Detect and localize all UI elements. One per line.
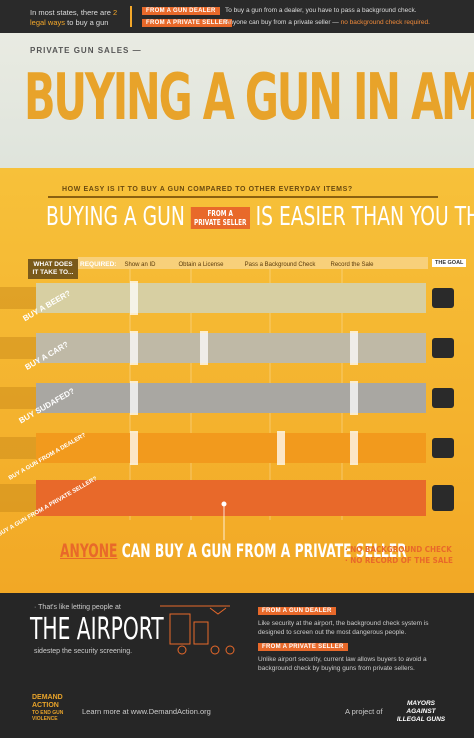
note: · NO BACKGROUND CHECK [345, 545, 452, 554]
note: · NO RECORD OF THE SALE [345, 556, 453, 565]
intro-end: to buy a gun [67, 18, 109, 27]
goal-icon [432, 485, 454, 511]
row-shadow [0, 437, 40, 459]
barrier [130, 431, 138, 465]
barrier [277, 431, 285, 465]
airport-illustration [160, 605, 235, 655]
goal-icon [432, 288, 454, 308]
brand-sub: TO END GUN VIOLENCE [32, 710, 64, 722]
row-header: WHAT DOES IT TAKE TO... [28, 259, 78, 279]
row-bar [36, 433, 426, 463]
barrier [130, 281, 138, 315]
conclusion-text: CAN BUY A GUN FROM A PRIVATE SELLER [121, 540, 407, 562]
row-bar [36, 480, 426, 516]
kicker: PRIVATE GUN SALES — [30, 46, 142, 55]
tag: FROM A PRIVATE SELLER [258, 643, 348, 651]
airport-tail: sidestep the security screening. [34, 648, 133, 655]
way-highlight: no background check required. [340, 19, 430, 26]
badge: FROM A PRIVATE SELLER [190, 206, 250, 229]
intro-text: In most states, there are [30, 8, 111, 17]
row-shadow [0, 287, 40, 309]
way-text: Anyone can buy from a private seller — n… [225, 19, 430, 26]
column-label: Show an ID [124, 262, 156, 268]
goal-icon [432, 338, 454, 358]
header-bg [0, 33, 474, 168]
goal-icon [432, 438, 454, 458]
column-label: Pass a Background Check [245, 262, 317, 268]
barrier [350, 331, 358, 365]
project-label: A project of [345, 707, 383, 716]
rule [48, 196, 438, 198]
conclusion: ANYONE CAN BUY A GUN FROM A PRIVATE SELL… [60, 540, 407, 562]
headline-end: IS EASIER THAN YOU THINK [255, 202, 474, 232]
headline: BUYING A GUN FROM A PRIVATE SELLER IS EAS… [46, 202, 474, 232]
airport-text: Unlike airport security, current law all… [258, 656, 427, 672]
intro: In most states, there are 2 legal ways t… [30, 8, 125, 28]
column-label: Obtain a License [178, 262, 224, 268]
brand-name: DEMAND ACTION [32, 694, 63, 709]
learn-more[interactable]: Learn more at www.DemandAction.org [82, 707, 211, 716]
row-shadow [0, 484, 40, 512]
column-band [78, 257, 428, 269]
row-shadow [0, 387, 40, 409]
brand: DEMAND ACTION TO END GUN VIOLENCE [32, 694, 68, 722]
goal-icon [432, 388, 454, 408]
airport-title: THE AIRPORT [30, 612, 164, 647]
barrier [130, 331, 138, 365]
required-label: REQUIRED: [80, 261, 117, 268]
row-bar [36, 333, 426, 363]
notes: · NO BACKGROUND CHECK · NO RECORD OF THE… [345, 544, 453, 566]
airport-lead: · That's like letting people at [34, 604, 121, 611]
intro-highlight: 2 legal ways [30, 8, 118, 27]
partner: MAYORS AGAINST ILLEGAL GUNS [396, 700, 446, 723]
tag: FROM A GUN DEALER [142, 7, 220, 15]
column-label: Record the Sale [330, 262, 374, 268]
barrier [350, 381, 358, 415]
pointer-dot [221, 501, 227, 507]
row-bar [36, 383, 426, 413]
badge-text: PRIVATE SELLER [194, 217, 247, 227]
row-shadow [0, 337, 40, 359]
badge-small: FROM A [207, 208, 233, 218]
barrier [200, 331, 208, 365]
way-text: To buy a gun from a dealer, you have to … [225, 7, 417, 14]
airport-text: Like security at the airport, the backgr… [258, 620, 429, 636]
airport-bg [0, 593, 474, 738]
comparison-bg [0, 168, 474, 593]
barrier [130, 381, 138, 415]
conclusion-start: ANYONE [60, 540, 118, 562]
top-bar [0, 0, 474, 33]
row-bar [36, 283, 426, 313]
tag: FROM A PRIVATE SELLER [142, 19, 232, 27]
headline-start: BUYING A GUN [46, 202, 185, 232]
divider [130, 6, 132, 27]
goal-label: THE GOAL [432, 259, 467, 267]
way-text-main: Anyone can buy from a private seller — [225, 19, 339, 26]
question: HOW EASY IS IT TO BUY A GUN COMPARED TO … [62, 186, 353, 193]
tag: FROM A GUN DEALER [258, 607, 336, 615]
barrier [350, 431, 358, 465]
